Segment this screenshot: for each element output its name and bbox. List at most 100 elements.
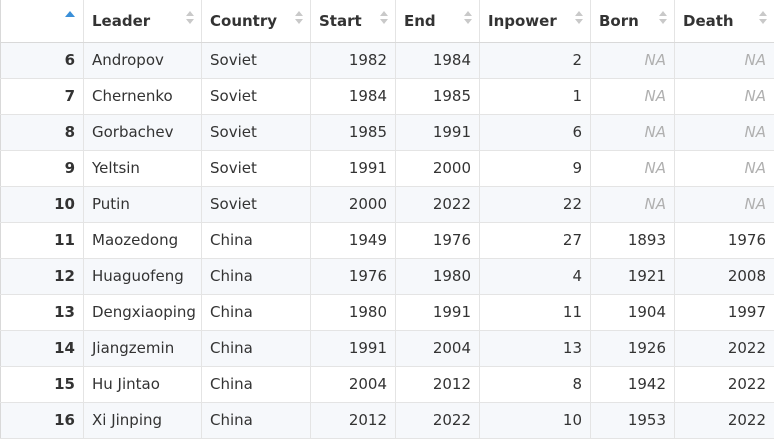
cell-inpower: 9 <box>480 150 591 186</box>
sort-icon[interactable] <box>659 9 667 27</box>
sort-icon[interactable] <box>575 9 583 27</box>
header-born[interactable]: Born <box>591 0 675 42</box>
cell-end: 1984 <box>396 42 480 78</box>
cell-born: 1942 <box>591 366 675 402</box>
sort-icon[interactable] <box>759 9 767 27</box>
cell-inpower: 1 <box>480 78 591 114</box>
cell-start: 1984 <box>311 78 396 114</box>
header-inpower[interactable]: Inpower <box>480 0 591 42</box>
cell-end: 1991 <box>396 114 480 150</box>
cell-leader: Yeltsin <box>84 150 202 186</box>
cell-leader: Huaguofeng <box>84 258 202 294</box>
row-index: 12 <box>1 258 84 294</box>
cell-born: NA <box>591 78 675 114</box>
cell-leader: Xi Jinping <box>84 402 202 438</box>
cell-end: 2012 <box>396 366 480 402</box>
header-inpower-label: Inpower <box>488 12 557 30</box>
sort-icon[interactable] <box>464 9 472 27</box>
header-leader-label: Leader <box>92 12 150 30</box>
cell-born: 1926 <box>591 330 675 366</box>
row-index: 11 <box>1 222 84 258</box>
cell-inpower: 27 <box>480 222 591 258</box>
header-start[interactable]: Start <box>311 0 396 42</box>
header-row-index[interactable] <box>1 0 84 42</box>
cell-end: 1980 <box>396 258 480 294</box>
cell-death: 2022 <box>675 330 774 366</box>
header-start-label: Start <box>319 12 362 30</box>
cell-country: Soviet <box>202 114 311 150</box>
cell-end: 1991 <box>396 294 480 330</box>
cell-death: NA <box>675 186 774 222</box>
row-index: 16 <box>1 402 84 438</box>
cell-start: 2012 <box>311 402 396 438</box>
cell-leader: Chernenko <box>84 78 202 114</box>
cell-death: 2008 <box>675 258 774 294</box>
cell-leader: Andropov <box>84 42 202 78</box>
cell-death: 1997 <box>675 294 774 330</box>
header-end-label: End <box>404 12 436 30</box>
header-country[interactable]: Country <box>202 0 311 42</box>
cell-country: China <box>202 222 311 258</box>
cell-inpower: 22 <box>480 186 591 222</box>
header-country-label: Country <box>210 12 277 30</box>
cell-start: 1982 <box>311 42 396 78</box>
cell-inpower: 6 <box>480 114 591 150</box>
header-death-label: Death <box>683 12 734 30</box>
cell-inpower: 2 <box>480 42 591 78</box>
cell-inpower: 4 <box>480 258 591 294</box>
cell-born: NA <box>591 150 675 186</box>
cell-country: Soviet <box>202 42 311 78</box>
header-born-label: Born <box>599 12 639 30</box>
sort-ascending-icon[interactable] <box>65 11 75 17</box>
sort-icon[interactable] <box>186 9 194 27</box>
cell-leader: Maozedong <box>84 222 202 258</box>
header-row: Leader Country Start End Inpower Born <box>1 0 774 42</box>
cell-country: China <box>202 330 311 366</box>
cell-country: China <box>202 366 311 402</box>
header-leader[interactable]: Leader <box>84 0 202 42</box>
cell-start: 1980 <box>311 294 396 330</box>
cell-end: 2022 <box>396 402 480 438</box>
cell-born: NA <box>591 114 675 150</box>
cell-death: NA <box>675 42 774 78</box>
row-index: 14 <box>1 330 84 366</box>
header-end[interactable]: End <box>396 0 480 42</box>
cell-start: 2004 <box>311 366 396 402</box>
row-index: 10 <box>1 186 84 222</box>
cell-start: 1985 <box>311 114 396 150</box>
cell-death: NA <box>675 150 774 186</box>
cell-end: 2004 <box>396 330 480 366</box>
cell-start: 1949 <box>311 222 396 258</box>
cell-inpower: 8 <box>480 366 591 402</box>
row-index: 6 <box>1 42 84 78</box>
cell-country: Soviet <box>202 150 311 186</box>
header-death[interactable]: Death <box>675 0 774 42</box>
sort-icon[interactable] <box>380 9 388 27</box>
cell-end: 1985 <box>396 78 480 114</box>
row-index: 9 <box>1 150 84 186</box>
sort-icon[interactable] <box>295 9 303 27</box>
cell-born: 1953 <box>591 402 675 438</box>
cell-inpower: 10 <box>480 402 591 438</box>
cell-death: NA <box>675 78 774 114</box>
cell-country: China <box>202 258 311 294</box>
cell-death: 2022 <box>675 366 774 402</box>
cell-country: Soviet <box>202 78 311 114</box>
cell-country: Soviet <box>202 186 311 222</box>
cell-death: NA <box>675 114 774 150</box>
cell-start: 1991 <box>311 330 396 366</box>
cell-country: China <box>202 294 311 330</box>
cell-start: 1991 <box>311 150 396 186</box>
cell-start: 2000 <box>311 186 396 222</box>
